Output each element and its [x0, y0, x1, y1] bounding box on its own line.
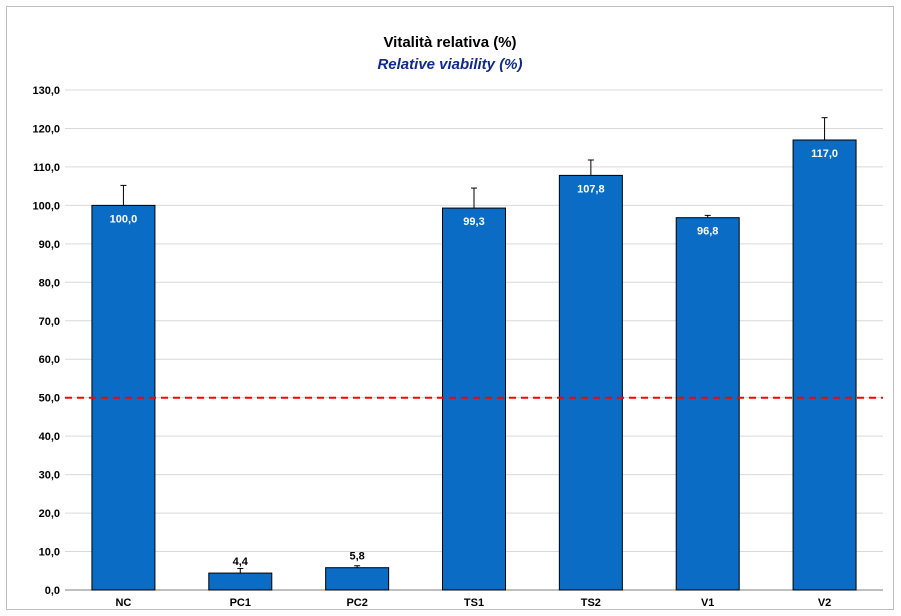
bar	[442, 207, 506, 591]
x-tick-label: V1	[701, 597, 714, 609]
data-label: 100,0	[110, 213, 138, 225]
y-tick-label: 110,0	[33, 162, 60, 174]
x-tick-label: NC	[115, 597, 131, 609]
data-label: 96,8	[697, 226, 718, 238]
y-tick-label: 120,0	[32, 123, 60, 135]
bar	[792, 139, 857, 591]
y-tick-label: 50,0	[39, 393, 60, 405]
x-axis-ticks: NC PC1 PC2 TS1 TS2 V1 V2	[115, 597, 831, 609]
y-tick-label: 20,0	[39, 508, 60, 520]
y-tick-label: 40,0	[39, 431, 60, 443]
chart-frame: Vitalità relativa (%) Relative viability…	[6, 6, 894, 610]
bars: 100,0 4,4 5,8 99,3 107,8 96,8 117,0	[91, 117, 857, 591]
x-tick-label: V2	[818, 597, 831, 609]
bar	[208, 572, 273, 591]
bar	[558, 174, 623, 591]
chart-subtitle: Relative viability (%)	[377, 56, 522, 73]
bar	[325, 567, 390, 591]
y-tick-label: 0,0	[45, 585, 60, 597]
bar-chart: Vitalità relativa (%) Relative viability…	[32, 34, 883, 609]
y-tick-label: 130,0	[32, 85, 60, 97]
bar	[675, 217, 740, 591]
y-tick-label: 80,0	[39, 277, 60, 289]
y-axis-ticks: 0,0 10,0 20,0 30,0 40,0 50,0 60,0 70,0 80,0 90,0 1…	[32, 85, 60, 597]
data-label: 99,3	[463, 216, 484, 228]
data-label: 107,8	[577, 183, 605, 195]
y-tick-label: 30,0	[39, 470, 60, 482]
data-label: 4,4	[233, 556, 249, 568]
x-tick-label: TS2	[581, 597, 601, 609]
chart-title: Vitalità relativa (%)	[383, 34, 516, 51]
x-tick-label: TS1	[464, 597, 484, 609]
y-tick-label: 70,0	[39, 316, 60, 328]
y-tick-label: 100,0	[32, 200, 60, 212]
data-label: 117,0	[811, 148, 838, 160]
y-tick-label: 90,0	[39, 239, 60, 251]
data-label: 5,8	[349, 551, 364, 563]
x-tick-label: PC2	[346, 597, 367, 609]
x-tick-label: PC1	[230, 597, 251, 609]
y-tick-label: 60,0	[39, 354, 60, 366]
y-tick-label: 10,0	[39, 547, 60, 559]
